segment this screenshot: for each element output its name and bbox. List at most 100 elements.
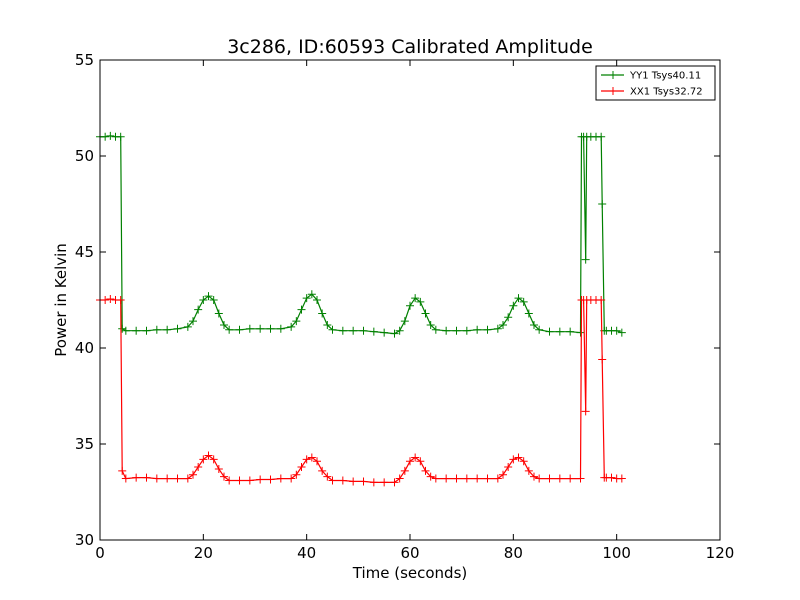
series-1 — [96, 131, 626, 338]
legend: YY1 Tsys40.11 XX1 Tsys32.72 — [595, 65, 716, 101]
data-point — [400, 317, 409, 326]
data-point — [287, 474, 296, 483]
x-tick-label: 40 — [297, 544, 316, 562]
data-point — [101, 296, 110, 304]
data-point — [194, 305, 203, 314]
data-point — [406, 301, 414, 310]
x-tick-label: 60 — [400, 544, 419, 562]
data-point — [209, 296, 218, 304]
x-axis-label: Time (seconds) — [352, 564, 468, 582]
data-point — [256, 475, 265, 484]
data-point — [509, 301, 518, 310]
data-point — [473, 325, 482, 334]
data-point — [199, 455, 208, 464]
data-point — [307, 453, 316, 462]
data-point — [395, 474, 404, 483]
data-point — [597, 296, 606, 304]
chart-title: 3c286, ID:60593 Calibrated Amplitude — [227, 36, 593, 58]
data-point — [493, 474, 502, 483]
data-point — [173, 324, 182, 333]
data-point — [597, 132, 606, 141]
data-point — [287, 322, 296, 331]
data-point — [132, 473, 141, 482]
data-point — [566, 327, 575, 336]
data-point — [416, 457, 425, 466]
data-point — [426, 472, 435, 481]
data-point — [555, 474, 564, 483]
data-point — [199, 296, 208, 304]
data-point — [411, 294, 420, 303]
data-point — [452, 474, 461, 483]
data-point — [338, 326, 347, 335]
data-point — [390, 478, 399, 487]
series-layer — [96, 131, 626, 487]
data-point — [473, 474, 482, 483]
y-tick-label: 55 — [75, 51, 94, 69]
data-point — [483, 474, 492, 483]
data-point — [297, 305, 306, 314]
data-point — [152, 325, 161, 334]
data-point — [189, 317, 197, 326]
data-point — [142, 326, 151, 335]
data-point — [214, 464, 223, 473]
data-point — [380, 478, 389, 487]
data-point — [514, 453, 523, 462]
data-point — [214, 309, 223, 318]
y-tick-label: 50 — [75, 147, 94, 165]
data-point — [118, 324, 127, 333]
data-point — [235, 325, 244, 334]
data-point — [483, 325, 492, 334]
data-point — [106, 295, 115, 304]
data-point — [225, 476, 234, 485]
data-point — [307, 290, 316, 299]
data-point — [426, 320, 435, 329]
data-point — [524, 309, 533, 318]
data-point — [276, 324, 285, 333]
data-point — [116, 296, 125, 304]
data-point — [183, 322, 192, 331]
data-point — [189, 470, 197, 479]
data-point — [581, 255, 590, 264]
data-point — [442, 474, 451, 483]
data-point — [400, 466, 409, 475]
data-point — [256, 324, 265, 333]
data-point — [204, 451, 213, 460]
data-point — [313, 457, 321, 466]
data-point — [245, 476, 254, 485]
data-point — [598, 355, 607, 364]
data-point — [509, 455, 518, 464]
data-point — [576, 474, 585, 483]
x-tick-label: 100 — [602, 544, 631, 562]
y-tick-label: 40 — [75, 339, 94, 357]
y-tick-label: 35 — [75, 435, 94, 453]
data-point — [416, 297, 425, 306]
data-point — [612, 326, 621, 335]
data-point — [442, 326, 451, 335]
legend-label: YY1 Tsys40.11 — [629, 71, 701, 82]
data-point — [276, 474, 285, 483]
x-tick-label: 0 — [95, 544, 105, 562]
data-point — [504, 463, 513, 472]
y-axis-label: Power in Kelvin — [52, 243, 70, 357]
data-point — [462, 474, 471, 483]
data-point — [302, 455, 311, 464]
data-point — [359, 477, 368, 486]
data-point — [581, 407, 590, 416]
data-point — [142, 473, 151, 482]
data-point — [323, 472, 332, 481]
data-point — [431, 325, 440, 334]
data-point — [225, 325, 234, 334]
x-tick-label: 20 — [194, 544, 213, 562]
data-point — [390, 329, 399, 338]
data-point — [369, 327, 378, 336]
data-point — [452, 326, 461, 335]
data-point — [183, 474, 192, 483]
data-point — [323, 320, 332, 329]
data-point — [411, 453, 420, 462]
data-point — [519, 457, 528, 466]
data-point — [297, 463, 306, 472]
data-point — [499, 470, 507, 479]
data-point — [514, 294, 523, 303]
data-point — [359, 326, 368, 335]
